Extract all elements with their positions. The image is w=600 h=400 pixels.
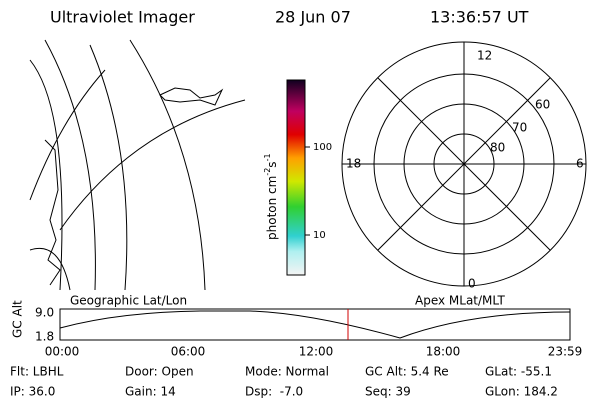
colorbar-title: photon cm-2s-1	[263, 153, 279, 240]
title: Ultraviolet Imager	[50, 8, 195, 27]
y-label: 9.0	[35, 306, 54, 320]
polar-grid	[341, 41, 587, 287]
polar-label: 6	[576, 157, 584, 171]
y-title: GC Alt	[11, 300, 25, 338]
polar-label: 0	[468, 277, 476, 291]
status-field: Mode: Normal	[245, 365, 329, 379]
x-label: 00:00	[45, 345, 80, 359]
timeline-title: Geographic Lat/Lon	[70, 294, 187, 308]
status-field: Seq: 39	[365, 385, 411, 399]
altitude-curve	[59, 310, 571, 339]
polar-label: 80	[490, 141, 505, 155]
timeline-frame	[59, 308, 571, 341]
polar-label: 12	[477, 49, 492, 63]
status-field: Gain: 14	[125, 385, 176, 399]
colorbar-label: 10	[313, 230, 326, 241]
status-field: Door: Open	[125, 365, 194, 379]
x-label: 12:00	[299, 345, 334, 359]
status-field: GLon: 184.2	[485, 385, 558, 399]
status-field: Flt: LBHL	[10, 365, 64, 379]
status-field: GC Alt: 5.4 Re	[365, 365, 449, 379]
timeline-title: Apex MLat/MLT	[415, 294, 505, 308]
map	[29, 39, 246, 291]
y-label: 1.8	[35, 330, 54, 344]
colorbar-label: 100	[313, 142, 332, 153]
date: 28 Jun 07	[275, 8, 351, 27]
x-label: 06:00	[171, 345, 206, 359]
status-field: GLat: -55.1	[485, 365, 552, 379]
status-field: IP: 36.0	[10, 385, 55, 399]
polar-label: 70	[512, 121, 527, 135]
polar-label: 18	[346, 157, 361, 171]
time: 13:36:57 UT	[430, 8, 529, 27]
x-label: 23:59	[548, 345, 583, 359]
footer: Flt: LBHL Door: Open Mode: Normal GC Alt: 5…	[10, 365, 558, 399]
status-field: Dsp: -7.0	[245, 385, 303, 399]
colorbar	[286, 79, 306, 276]
x-label: 18:00	[426, 345, 461, 359]
polar-label: 60	[535, 98, 550, 112]
